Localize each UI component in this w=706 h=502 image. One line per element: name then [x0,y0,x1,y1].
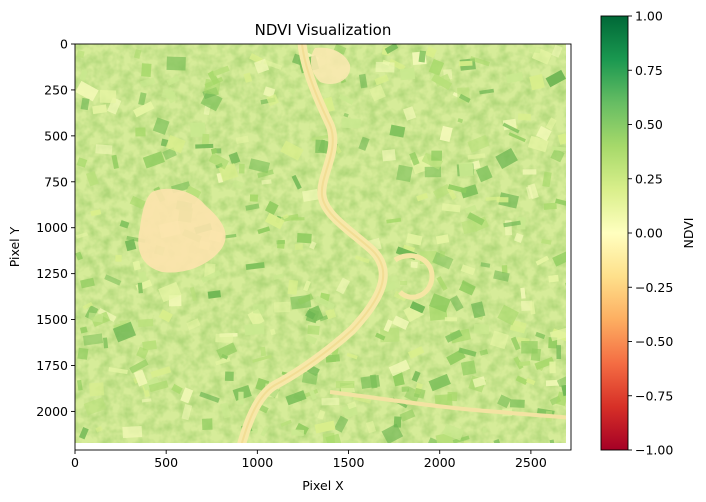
colorbar-tick-label: 0.25 [635,171,663,186]
colorbar-tick-label: 0.75 [635,63,663,78]
x-tick-label: 500 [154,455,178,470]
ndvi-heatmap [75,44,571,450]
y-tick-label: 1500 [36,312,68,327]
x-tick-label: 1500 [333,455,365,470]
bare-soil-patch [138,188,226,273]
y-axis-label: Pixel Y [7,226,22,267]
colorbar-tick-label: 1.00 [635,9,663,24]
x-tick-label: 2500 [515,455,547,470]
colorbar-tick-label: 0.00 [635,226,663,241]
colorbar-tick-label: −1.00 [635,443,673,458]
y-tick-label: 250 [44,82,68,97]
colorbar-tick-label: −0.25 [635,280,673,295]
y-tick-label: 1250 [36,266,68,281]
y-tick-label: 0 [60,37,68,52]
colorbar [600,15,629,451]
x-axis: 0 500 1000 1500 2000 2500 [71,450,547,470]
y-tick-label: 2000 [36,404,68,419]
chart-title: NDVI Visualization [255,21,392,39]
x-tick-label: 0 [71,455,79,470]
y-axis: 0 250 500 750 1000 1250 1500 1750 2000 [36,37,75,419]
plot-frame [74,43,572,451]
colorbar-axis: 1.00 0.75 0.50 0.25 0.00 −0.25 −0.50 −0.75 −1.00 [628,9,673,458]
x-tick-label: 2000 [424,455,456,470]
x-tick-label: 1000 [241,455,273,470]
y-tick-label: 1750 [36,358,68,373]
colorbar-tick-label: 0.50 [635,117,663,132]
colorbar-tick-label: −0.75 [635,388,673,403]
y-tick-label: 1000 [36,220,68,235]
colorbar-label: NDVI [681,218,696,249]
colorbar-tick-label: −0.50 [635,334,673,349]
x-axis-label: Pixel X [302,478,344,493]
y-tick-label: 500 [44,128,68,143]
y-tick-label: 750 [44,174,68,189]
